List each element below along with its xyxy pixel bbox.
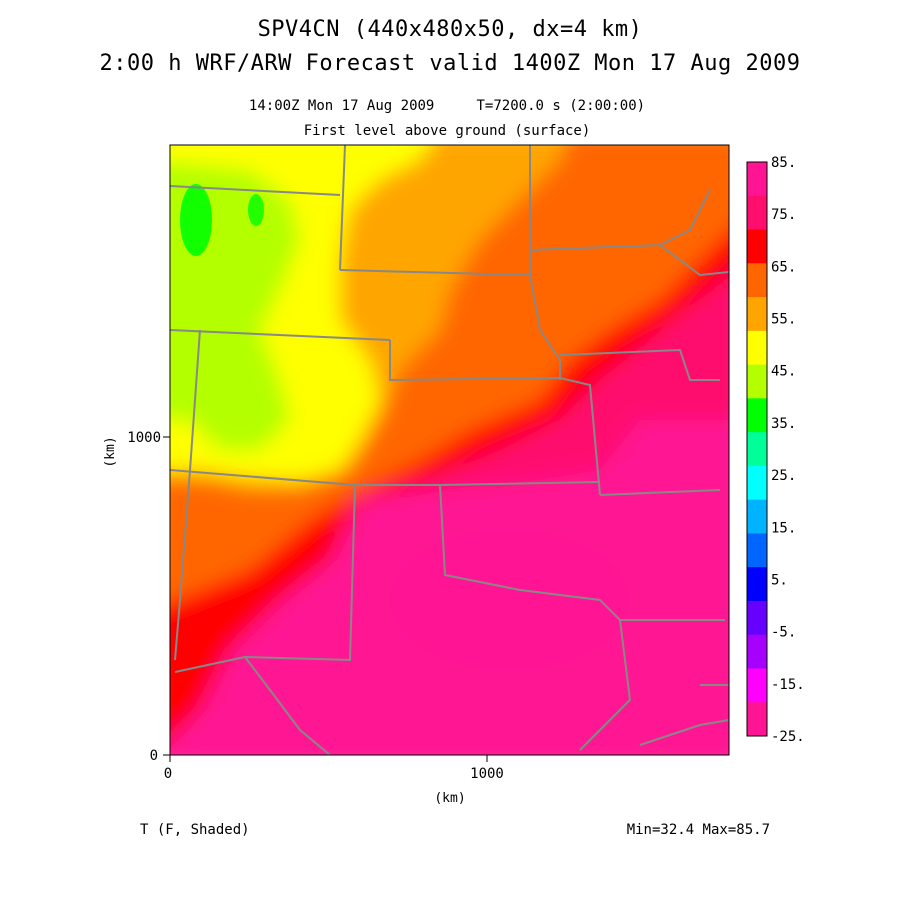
axis-ticks (163, 436, 488, 762)
colorbar-swatch (747, 465, 767, 501)
field-label: T (F, Shaded) (140, 822, 250, 838)
colorbar-label: 65. (771, 259, 796, 275)
colorbar-swatch (747, 162, 767, 197)
colorbar-swatch (747, 668, 767, 703)
state-boundaries (170, 145, 729, 755)
colorbar-label: 55. (771, 312, 796, 328)
colorbar-label: 25. (771, 468, 796, 484)
band-hot-core (390, 530, 630, 670)
colorbar: 85. 75. 65. 55. 45. 35. 25. 15. 5. -5. -15. -25. (746, 155, 805, 745)
colorbar-swatch (747, 398, 767, 433)
colorbar-swatch (747, 600, 767, 636)
colorbar-frame (746, 161, 768, 737)
min-max-label: Min=32.4 Max=85.7 (627, 822, 770, 838)
y-tick-1000: 1000 (127, 430, 161, 446)
colorbar-swatch (747, 567, 767, 602)
colorbar-swatch (747, 364, 767, 399)
colorbar-label: -15. (771, 677, 805, 693)
colorbar-label: 15. (771, 520, 796, 536)
colorbar-label: 75. (771, 207, 796, 223)
x-tick-1000: 1000 (470, 766, 504, 782)
x-axis-label: (km) (434, 791, 465, 806)
figure-subtitle: 2:00 h WRF/ARW Forecast valid 1400Z Mon … (99, 51, 800, 76)
x-tick-0: 0 (164, 766, 172, 782)
valid-time-label: 14:00Z Mon 17 Aug 2009 T=7200.0 s (2:00:… (249, 98, 645, 114)
band-cold-spot (180, 184, 212, 256)
temperature-field (170, 145, 729, 755)
colorbar-label: -5. (771, 625, 796, 641)
colorbar-label: 35. (771, 416, 796, 432)
colorbar-swatch (747, 263, 767, 298)
level-label: First level above ground (surface) (304, 123, 591, 139)
band-cold-spot (248, 194, 264, 226)
colorbar-label: 5. (771, 572, 788, 588)
colorbar-swatch (747, 195, 767, 231)
colorbar-swatch (747, 533, 767, 568)
colorbar-swatch (747, 702, 767, 737)
colorbar-swatch (747, 229, 767, 264)
colorbar-swatch (747, 432, 767, 467)
colorbar-label: 45. (771, 364, 796, 380)
colorbar-swatch (747, 634, 767, 669)
colorbar-label: 85. (771, 155, 796, 171)
plot-frame (169, 144, 730, 756)
colorbar-swatch (747, 330, 767, 366)
colorbar-swatch (747, 297, 767, 332)
colorbar-label: -25. (771, 729, 805, 745)
y-axis-label: (km) (103, 436, 118, 467)
figure-title: SPV4CN (440x480x50, dx=4 km) (258, 17, 643, 42)
y-tick-0: 0 (150, 748, 158, 764)
colorbar-swatch (747, 499, 767, 534)
